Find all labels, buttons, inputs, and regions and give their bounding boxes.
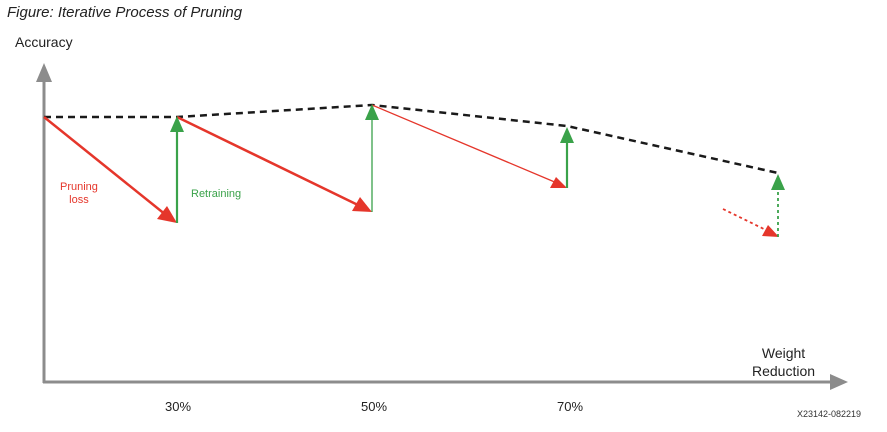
- x-axis-label-line1: Weight: [761, 345, 806, 361]
- pruning-loss-label-line2: loss: [69, 194, 89, 206]
- y-axis-arrowhead: [36, 63, 52, 82]
- retraining-label: Retraining: [191, 188, 242, 200]
- accuracy-trend-line: [44, 103, 779, 175]
- x-axis-arrowhead: [830, 374, 848, 390]
- pruning-arrow-4-projected: [722, 208, 769, 232]
- x-tick-30: 30%: [165, 399, 192, 414]
- figure-title: Figure: Iterative Process of Pruning: [7, 4, 243, 21]
- y-axis-label: Accuracy: [15, 34, 73, 50]
- pruning-arrow-1: [43, 116, 167, 216]
- pruning-arrowhead-2: [352, 197, 372, 212]
- pruning-arrow-3: [371, 104, 558, 184]
- pruning-arrowhead-3: [550, 177, 567, 188]
- pruning-arrow-2: [176, 115, 361, 208]
- pruning-arrowhead-1: [157, 206, 177, 223]
- x-axis-label: Weight Reduction: [752, 344, 815, 380]
- retraining-arrowhead-3: [560, 127, 574, 143]
- x-tick-70: 70%: [557, 399, 584, 414]
- pruning-loss-label: Pruning loss: [60, 181, 98, 207]
- retraining-arrowhead-1: [170, 116, 184, 132]
- retraining-arrowhead-4: [771, 174, 785, 190]
- x-tick-50: 50%: [361, 399, 388, 414]
- pruning-arrowhead-4: [762, 225, 779, 237]
- retraining-arrowhead-2: [365, 104, 379, 120]
- figure-id: X23142-082219: [797, 409, 862, 419]
- pruning-loss-label-line1: Pruning: [60, 181, 98, 193]
- x-axis-label-line2: Reduction: [752, 363, 816, 379]
